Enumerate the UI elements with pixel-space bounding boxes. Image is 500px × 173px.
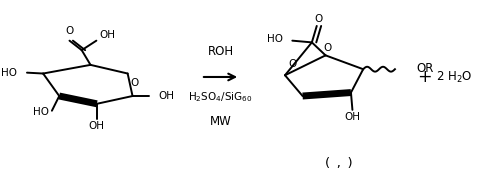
Text: OR: OR (416, 62, 434, 75)
Text: OH: OH (158, 91, 174, 101)
Text: HO: HO (34, 107, 50, 117)
Text: O: O (66, 26, 74, 36)
Text: O: O (324, 43, 332, 53)
Text: OH: OH (344, 112, 360, 122)
Text: H$_2$SO$_4$/SiG$_{60}$: H$_2$SO$_4$/SiG$_{60}$ (188, 90, 252, 104)
Text: O: O (130, 78, 138, 88)
Text: OH: OH (89, 121, 105, 131)
Text: HO: HO (266, 34, 282, 44)
Text: OH: OH (100, 30, 116, 40)
Text: HO: HO (1, 68, 17, 78)
Text: ROH: ROH (208, 45, 234, 58)
Text: 2 H$_2$O: 2 H$_2$O (436, 69, 473, 85)
Text: +: + (417, 68, 432, 86)
Text: O: O (288, 59, 296, 69)
Text: MW: MW (210, 115, 232, 128)
Text: ( , ): ( , ) (325, 157, 352, 170)
Text: O: O (314, 14, 323, 24)
